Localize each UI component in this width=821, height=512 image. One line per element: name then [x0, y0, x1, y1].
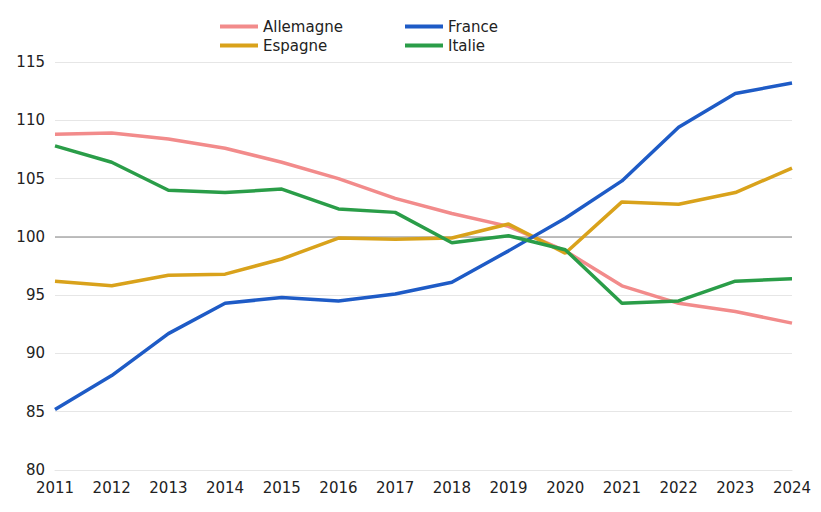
svg-text:95: 95: [26, 286, 45, 304]
svg-text:100: 100: [16, 228, 45, 246]
svg-text:2014: 2014: [206, 479, 244, 497]
svg-text:France: France: [448, 18, 498, 36]
svg-text:85: 85: [26, 403, 45, 421]
svg-text:2022: 2022: [660, 479, 698, 497]
svg-text:80: 80: [26, 461, 45, 479]
svg-text:2011: 2011: [36, 479, 74, 497]
svg-text:90: 90: [26, 344, 45, 362]
svg-text:2012: 2012: [93, 479, 131, 497]
svg-text:110: 110: [16, 111, 45, 129]
svg-text:115: 115: [16, 53, 45, 71]
svg-text:2023: 2023: [716, 479, 754, 497]
svg-text:2013: 2013: [149, 479, 187, 497]
svg-text:2018: 2018: [433, 479, 471, 497]
svg-text:105: 105: [16, 170, 45, 188]
svg-text:2021: 2021: [603, 479, 641, 497]
svg-text:Italie: Italie: [448, 37, 485, 55]
svg-text:2016: 2016: [319, 479, 357, 497]
svg-text:Espagne: Espagne: [263, 37, 327, 55]
svg-text:Allemagne: Allemagne: [263, 18, 343, 36]
svg-text:2019: 2019: [489, 479, 527, 497]
svg-text:2017: 2017: [376, 479, 414, 497]
svg-text:2024: 2024: [773, 479, 811, 497]
svg-text:2015: 2015: [263, 479, 301, 497]
svg-text:2020: 2020: [546, 479, 584, 497]
